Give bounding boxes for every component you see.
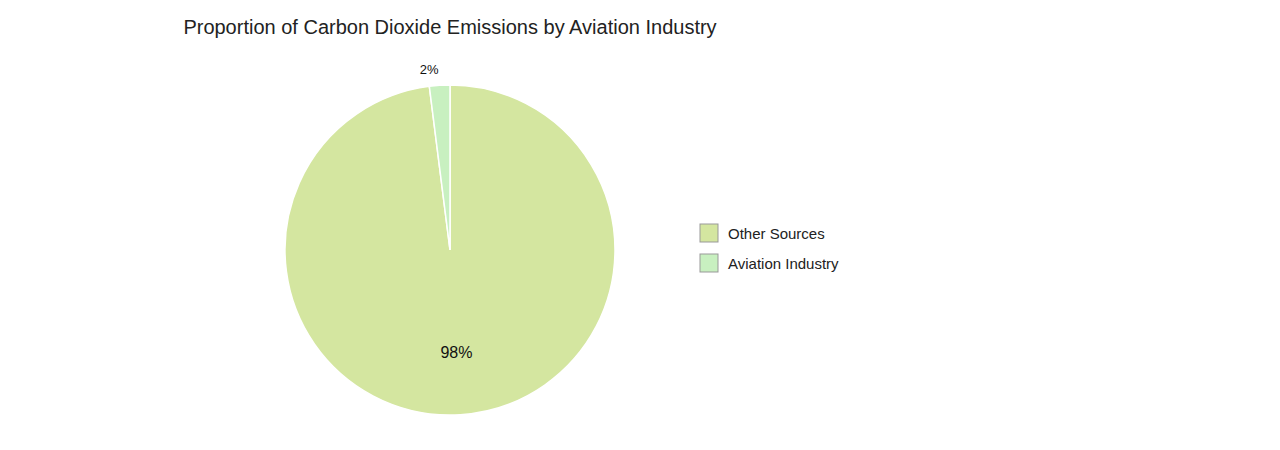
data-label: 98% <box>440 344 472 361</box>
legend-swatch <box>700 254 718 272</box>
legend-label: Aviation Industry <box>728 255 839 272</box>
legend: Other Sources Aviation Industry <box>700 224 839 272</box>
slices <box>285 85 615 415</box>
data-label: 2% <box>420 62 439 77</box>
legend-swatch <box>700 224 718 242</box>
pie-slice <box>429 85 450 250</box>
legend-label: Other Sources <box>728 225 825 242</box>
background <box>0 0 1280 450</box>
data-labels: 98% 2% <box>420 62 473 361</box>
pie-slice <box>285 85 615 415</box>
title: Proportion of Carbon Dioxide Emissions b… <box>183 16 716 38</box>
chart: Proportion of Carbon Dioxide Emissions b… <box>0 0 1280 450</box>
